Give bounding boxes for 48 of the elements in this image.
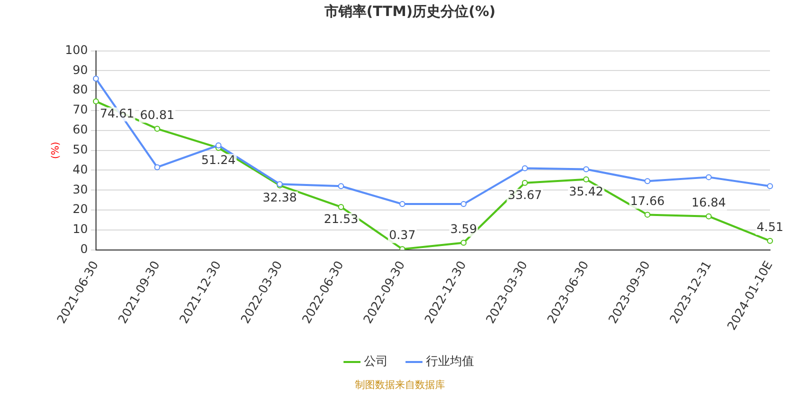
point [583,176,590,182]
point [215,142,222,148]
y-tick-label: 80 [72,82,88,97]
data-label: 3.59 [450,222,477,236]
point [644,178,650,184]
point [154,164,160,170]
data-label: 35.42 [568,184,604,198]
y-axis-title: (%) [50,142,62,159]
point [644,212,650,218]
y-tick-label: 50 [72,142,88,156]
text: 制图数据来自数据库 [354,378,446,393]
legend-label: 公司 [364,354,388,368]
data-label: 16.84 [692,195,726,210]
point [767,183,773,190]
point [767,238,773,244]
y-tick-label: 40 [72,162,88,176]
y-tick-label: 10 [72,222,88,236]
data-label: 32.38 [262,190,297,205]
point [460,201,467,208]
point [338,183,344,190]
point [92,98,99,104]
y-tick-label: 20 [72,202,88,216]
point [154,126,160,132]
legend-label: 行业均值 [426,354,474,368]
y-tick-label: 70 [72,102,88,117]
point [399,201,406,208]
data-label: 51.24 [201,152,236,167]
data-label: 33.67 [508,188,542,202]
data-label: 60.81 [140,108,174,122]
point [460,240,467,246]
chart-title: 市销率(TTM)历史分位(%) [324,3,496,20]
point [583,166,590,172]
point [522,180,528,186]
y-tick-label: 90 [72,62,88,77]
y-tick-label: 30 [72,182,88,196]
data-label: 0.37 [388,228,416,242]
point [706,174,712,180]
point [706,213,712,220]
y-tick-label: 0 [80,242,88,256]
point [522,165,528,172]
y-tick-label: 60 [72,122,88,137]
y-tick-label: 100 [65,42,88,57]
data-label: 21.53 [324,212,358,226]
point [92,76,99,82]
data-label: 74.61 [100,106,134,120]
data-label: 17.66 [630,194,665,208]
point [338,204,344,210]
data-label: 4.51 [756,220,784,234]
